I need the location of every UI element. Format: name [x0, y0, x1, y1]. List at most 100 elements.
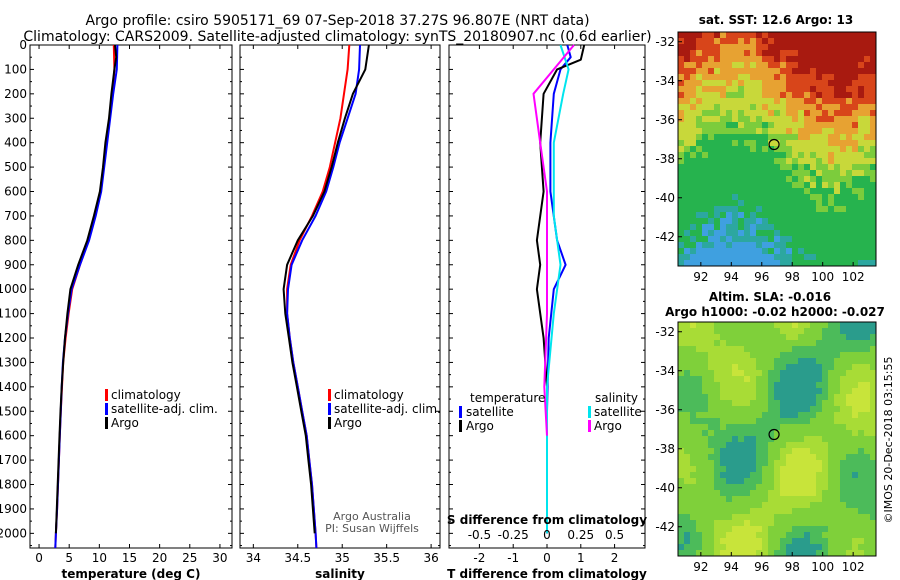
sst-map-cell: [690, 176, 696, 182]
sst-map-cell: [750, 164, 756, 170]
sla-map-cell: [714, 436, 720, 442]
sla-map-cell: [840, 400, 846, 406]
sst-map-cell: [804, 248, 810, 254]
sst-map-cell: [822, 218, 828, 224]
sla-map-cell: [684, 520, 690, 526]
sst-map-cell: [786, 254, 792, 260]
sla-map-cell: [840, 490, 846, 496]
sst-map-cell: [678, 212, 684, 218]
sla-map-cell: [732, 472, 738, 478]
sst-map-cell: [690, 116, 696, 122]
sla-map-cell: [708, 484, 714, 490]
sla-map-cell: [774, 346, 780, 352]
sst-map-cell: [840, 152, 846, 158]
sst-map-cell: [828, 260, 834, 266]
sst-map-cell: [846, 128, 852, 134]
sst-map-cell: [840, 134, 846, 140]
sla-map-cell: [726, 502, 732, 508]
sla-map-cell: [828, 358, 834, 364]
sst-map-cell: [702, 38, 708, 44]
sst-map-cell: [720, 182, 726, 188]
sst-map-cell: [756, 86, 762, 92]
sst-map-cell: [690, 122, 696, 128]
sla-map-cell: [822, 334, 828, 340]
sla-map-cell: [768, 544, 774, 550]
sst-lat-label: -40: [655, 191, 675, 205]
sla-map-cell: [774, 430, 780, 436]
sla-map-cell: [732, 538, 738, 544]
depth-tick-label: 1700: [0, 453, 27, 467]
sst-map-cell: [750, 62, 756, 68]
sla-map-cell: [864, 526, 870, 532]
sla-map-cell: [822, 484, 828, 490]
sla-map-cell: [828, 508, 834, 514]
sla-map-cell: [732, 364, 738, 370]
sla-map-cell: [864, 406, 870, 412]
sst-map-cell: [696, 218, 702, 224]
sst-map-cell: [756, 104, 762, 110]
difference-xlabel-top: S difference from climatology: [447, 513, 647, 527]
sst-map-cell: [822, 158, 828, 164]
sla-map-cell: [732, 400, 738, 406]
sst-map-cell: [804, 32, 810, 38]
sst-map-cell: [792, 38, 798, 44]
sst-map-cell: [786, 194, 792, 200]
sla-map-cell: [810, 544, 816, 550]
sla-map-cell: [840, 520, 846, 526]
sst-map-cell: [762, 230, 768, 236]
sst-map-cell: [720, 164, 726, 170]
sla-map-cell: [840, 436, 846, 442]
sst-map-cell: [792, 68, 798, 74]
sst-map-cell: [726, 86, 732, 92]
sst-map-cell: [816, 170, 822, 176]
sla-map-cell: [720, 364, 726, 370]
sst-map-cell: [768, 152, 774, 158]
sst-map-cell: [708, 32, 714, 38]
sst-map-cell: [690, 44, 696, 50]
sla-map-cell: [834, 442, 840, 448]
sla-map-cell: [870, 472, 876, 478]
sla-map-cell: [762, 334, 768, 340]
sla-map-cell: [822, 430, 828, 436]
sst-map-cell: [846, 242, 852, 248]
sst-map-cell: [774, 212, 780, 218]
sst-map-cell: [696, 152, 702, 158]
sla-map-cell: [792, 502, 798, 508]
sst-map-cell: [780, 230, 786, 236]
sst-map-cell: [690, 128, 696, 134]
sst-map-cell: [792, 98, 798, 104]
sst-map-cell: [768, 200, 774, 206]
sst-map-cell: [768, 212, 774, 218]
sst-map-cell: [834, 188, 840, 194]
sst-map-cell: [804, 194, 810, 200]
sst-map-cell: [822, 200, 828, 206]
sla-map-cell: [726, 448, 732, 454]
sla-map-cell: [780, 550, 786, 556]
sla-map-cell: [852, 544, 858, 550]
sla-map-cell: [720, 388, 726, 394]
sst-map-cell: [708, 218, 714, 224]
salinity-xtick-label: 35: [335, 551, 350, 565]
sst-map-cell: [816, 134, 822, 140]
sla-map-cell: [840, 466, 846, 472]
sst-map-cell: [714, 92, 720, 98]
sst-map-cell: [798, 44, 804, 50]
sst-map-cell: [684, 140, 690, 146]
sla-map-cell: [786, 322, 792, 328]
sst-map-cell: [804, 44, 810, 50]
sla-map-cell: [798, 550, 804, 556]
sst-map-cell: [798, 98, 804, 104]
sla-map-cell: [774, 322, 780, 328]
sla-map-cell: [738, 346, 744, 352]
difference-xtick-label: 0: [543, 551, 551, 565]
sst-map-cell: [828, 62, 834, 68]
sla-map-cell: [702, 412, 708, 418]
sst-map-cell: [732, 236, 738, 242]
sst-map-cell: [678, 194, 684, 200]
sst-map-cell: [774, 170, 780, 176]
sla-map-cell: [756, 526, 762, 532]
sst-map-cell: [702, 206, 708, 212]
sla-map-cell: [708, 412, 714, 418]
sst-map-cell: [840, 128, 846, 134]
sla-map-cell: [738, 382, 744, 388]
